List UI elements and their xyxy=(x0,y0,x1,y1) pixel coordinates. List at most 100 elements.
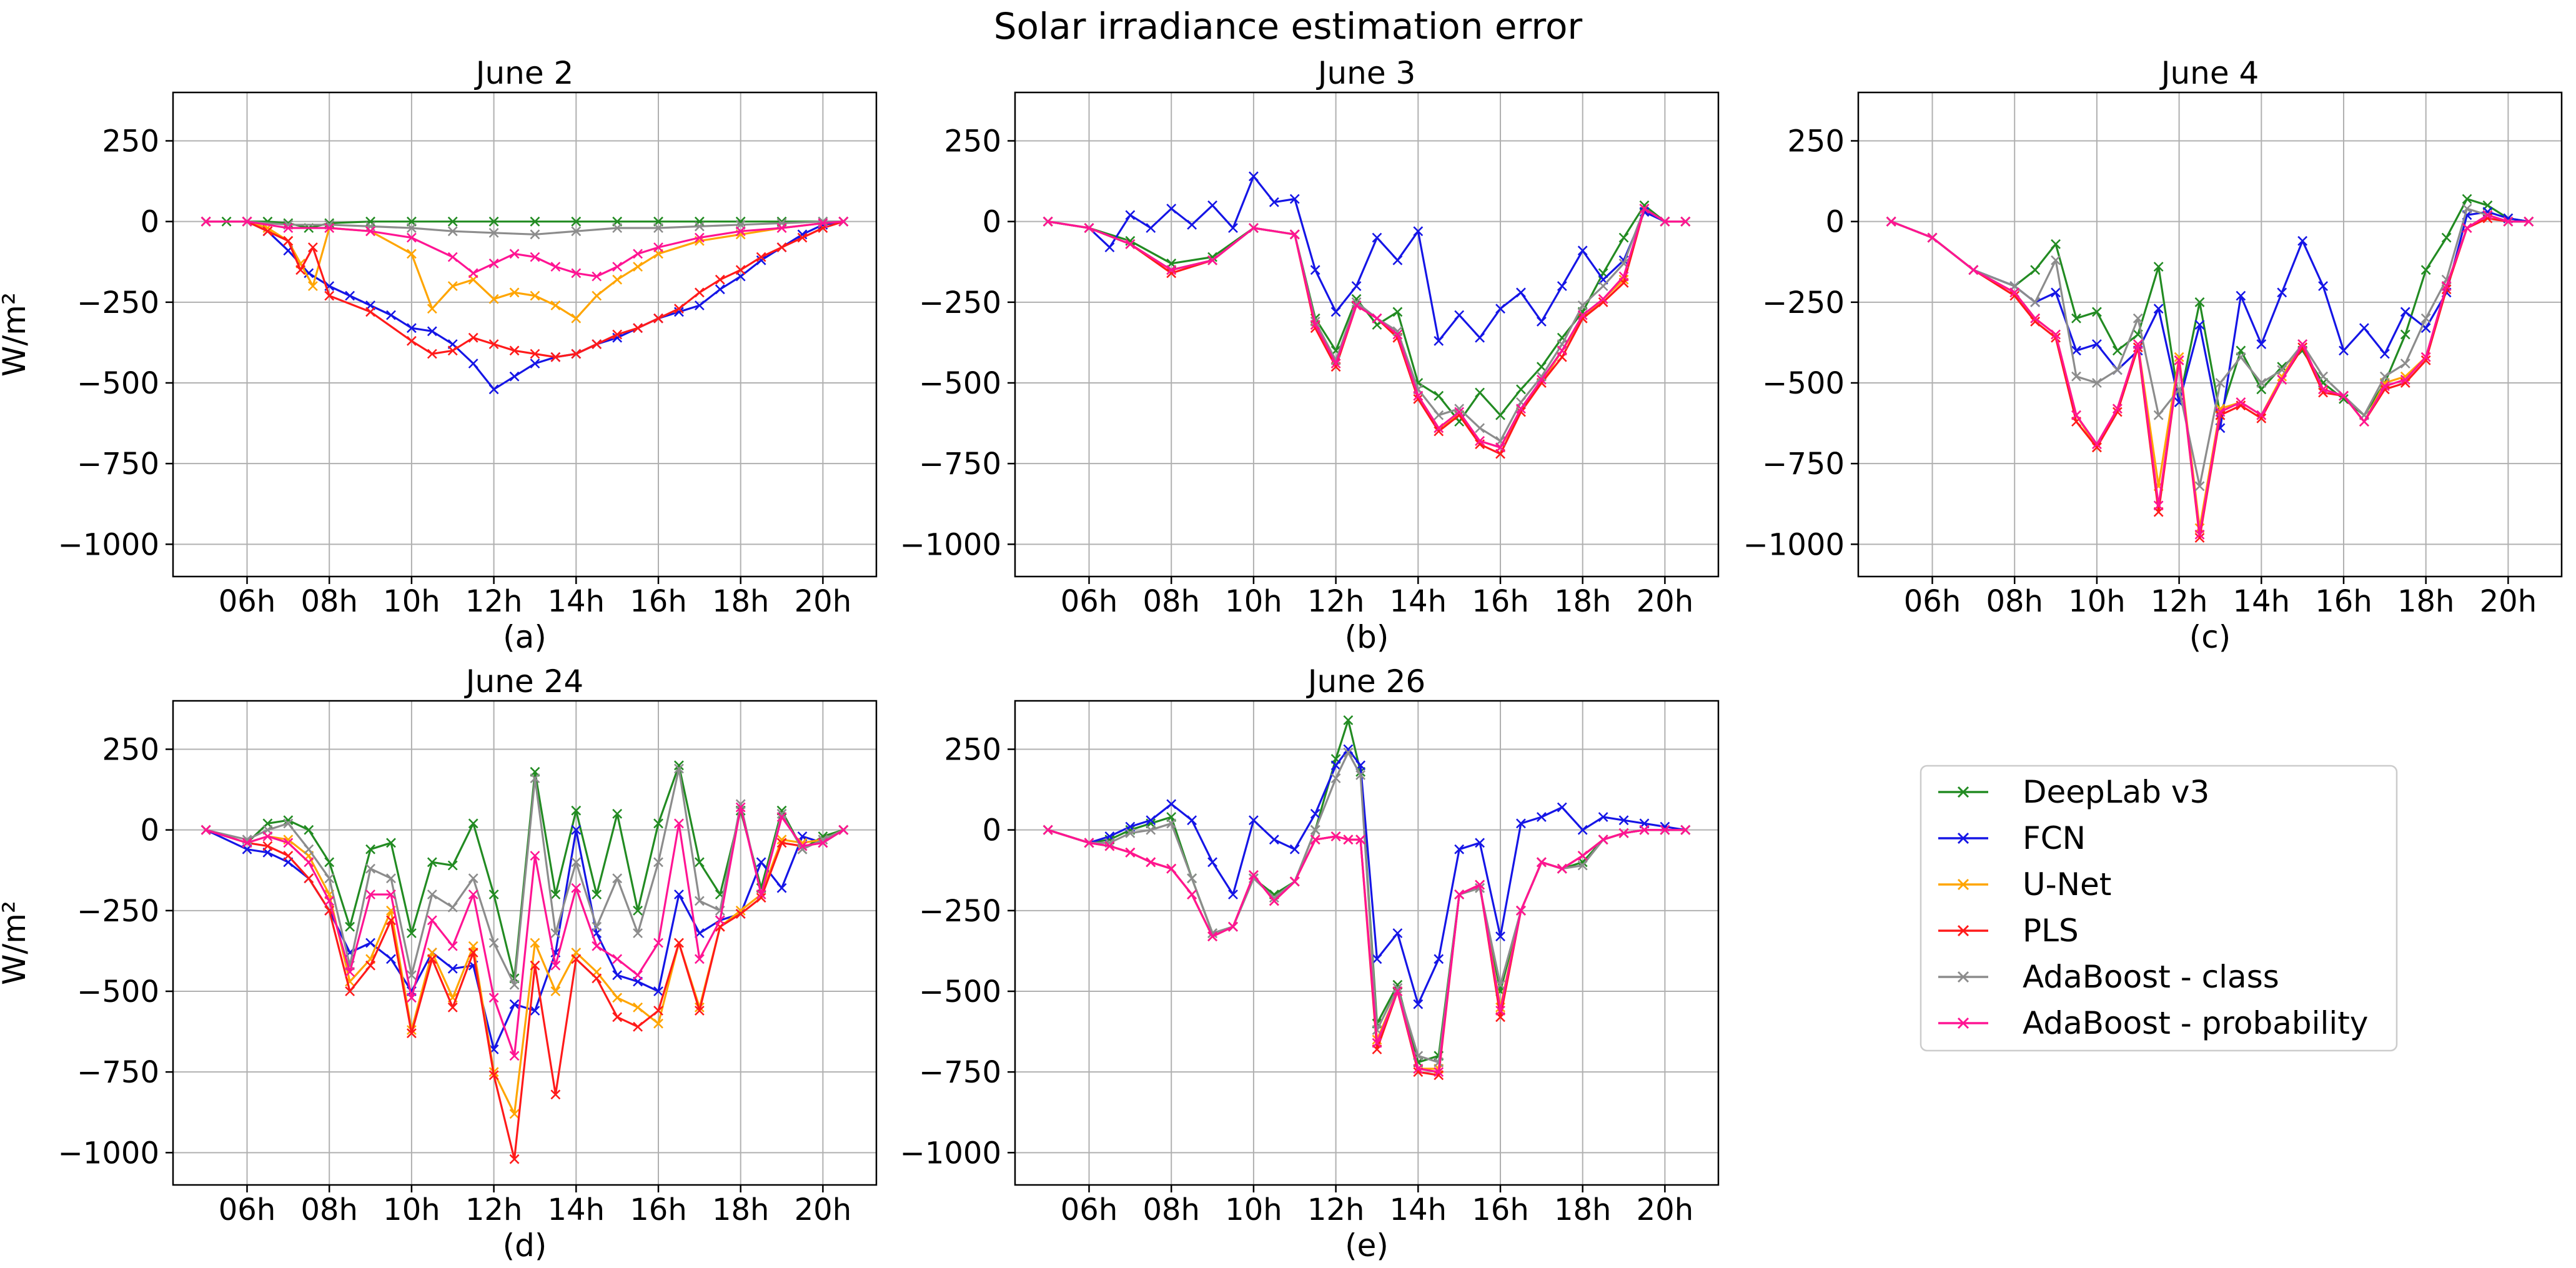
plot-frame xyxy=(172,700,878,1186)
x-tick-label: 08h xyxy=(300,584,358,619)
data-point-adaboost-probability xyxy=(283,838,294,848)
y-tick-label: 0 xyxy=(140,205,159,240)
data-point-adaboost-probability xyxy=(427,915,437,926)
data-point-fcn xyxy=(1536,812,1547,822)
y-tick-label: −250 xyxy=(919,894,1001,929)
data-point-deeplab-v3 xyxy=(1392,307,1403,317)
data-point-pls xyxy=(735,909,746,919)
data-point-pls xyxy=(674,938,684,948)
data-point-adaboost-probability xyxy=(1084,223,1094,233)
data-point-deeplab-v3 xyxy=(1536,362,1547,372)
data-point-deeplab-v3 xyxy=(2051,239,2061,249)
x-tick-label: 12h xyxy=(465,1192,523,1227)
data-point-adaboost-class xyxy=(612,223,623,233)
data-point-fcn xyxy=(674,889,684,899)
x-tick-label: 08h xyxy=(1142,584,1200,619)
data-point-adaboost-probability xyxy=(345,967,355,977)
data-point-adaboost-probability xyxy=(818,218,828,229)
data-point-adaboost-probability xyxy=(2277,374,2287,385)
data-point-adaboost-probability xyxy=(1310,835,1320,845)
data-point-pls xyxy=(1434,426,1444,437)
x-tick-label: 18h xyxy=(712,1192,770,1227)
data-point-adaboost-class xyxy=(592,921,602,932)
panel-caption: (a) xyxy=(503,619,547,655)
data-point-fcn xyxy=(1310,265,1320,275)
data-point-fcn xyxy=(447,963,458,974)
data-point-adaboost-probability xyxy=(818,838,828,848)
data-point-adaboost-class xyxy=(2194,481,2205,492)
data-point-fcn xyxy=(1249,815,1259,826)
data-point-adaboost-probability xyxy=(1228,921,1238,932)
data-point-pls xyxy=(345,986,355,996)
panel-caption: (e) xyxy=(1345,1227,1389,1264)
data-point-fcn xyxy=(571,825,582,835)
data-point-fcn xyxy=(2092,339,2102,349)
data-point-fcn xyxy=(2071,345,2081,356)
data-point-pls xyxy=(653,1006,663,1016)
panel-1: 06h 08h 10h 12h 14h 16h 18h 20h 250 0 −250 −500 −750… xyxy=(0,55,878,655)
data-point-pls xyxy=(674,304,684,314)
data-point-adaboost-class xyxy=(1310,825,1320,835)
x-tick-label: 12h xyxy=(465,584,523,619)
data-point-deeplab-v3 xyxy=(2071,313,2081,324)
x-tick-label: 14h xyxy=(2233,584,2291,619)
data-point-adaboost-class xyxy=(530,229,540,240)
data-point-deeplab-v3 xyxy=(324,857,335,868)
data-point-u-net xyxy=(447,281,458,291)
x-tick-label: 06h xyxy=(1061,1192,1118,1227)
y-axis-label: W/m² xyxy=(0,292,32,377)
data-point-pls xyxy=(2092,442,2102,453)
data-point-adaboost-probability xyxy=(838,216,849,227)
data-point-adaboost-class xyxy=(1372,1025,1382,1035)
data-point-adaboost-probability xyxy=(1249,223,1259,233)
data-point-adaboost-probability xyxy=(1968,265,1979,275)
data-point-adaboost-probability xyxy=(2133,339,2143,349)
data-point-fcn xyxy=(1434,335,1444,346)
data-point-fcn xyxy=(1475,332,1485,343)
data-point-fcn xyxy=(1392,928,1403,938)
plot-area xyxy=(1015,92,1718,577)
x-tick-label: 14h xyxy=(548,1192,605,1227)
legend-swatch-marker xyxy=(1957,878,1969,891)
data-point-adaboost-probability xyxy=(1434,1067,1444,1077)
legend-label: FCN xyxy=(2023,820,2086,856)
x-tick-label: 08h xyxy=(1986,584,2043,619)
data-point-adaboost-probability xyxy=(2482,210,2493,220)
data-point-adaboost-class xyxy=(2133,313,2143,324)
data-point-adaboost-probability xyxy=(1434,423,1444,433)
data-point-pls xyxy=(304,873,314,884)
data-point-adaboost-probability xyxy=(592,271,602,282)
data-point-pls xyxy=(571,954,582,964)
data-point-adaboost-probability xyxy=(488,258,499,269)
plot-frame xyxy=(1014,91,1720,578)
data-point-deeplab-v3 xyxy=(1475,387,1485,398)
data-point-adaboost-class xyxy=(2215,378,2226,388)
data-point-adaboost-probability xyxy=(653,938,663,948)
data-point-fcn xyxy=(1618,815,1629,826)
data-point-fcn xyxy=(2256,339,2267,349)
legend-item-deeplab-v3: DeepLab v3 xyxy=(1938,774,2209,810)
data-point-adaboost-probability xyxy=(797,841,808,851)
data-point-adaboost-class xyxy=(1577,860,1588,871)
data-point-deeplab-v3 xyxy=(653,818,663,829)
legend-label: AdaBoost - probability xyxy=(2023,1005,2368,1041)
data-point-pls xyxy=(262,226,273,237)
x-tick-label: 10h xyxy=(1225,1192,1282,1227)
data-point-u-net xyxy=(571,313,582,324)
data-point-pls xyxy=(756,893,766,903)
data-point-adaboost-class xyxy=(1166,818,1177,829)
data-point-adaboost-probability xyxy=(735,802,746,813)
data-point-fcn xyxy=(1166,799,1177,810)
data-point-adaboost-probability xyxy=(838,825,849,835)
data-point-adaboost-probability xyxy=(612,262,623,272)
legend-swatch-marker xyxy=(1957,786,1969,798)
data-point-pls xyxy=(2030,316,2041,327)
data-point-adaboost-probability xyxy=(550,262,561,272)
data-point-adaboost-probability xyxy=(1557,863,1567,874)
data-point-adaboost-class xyxy=(1343,747,1354,758)
data-point-fcn xyxy=(1392,255,1403,265)
data-point-adaboost-class xyxy=(2379,371,2390,382)
data-point-fcn xyxy=(345,290,355,301)
data-point-adaboost-class xyxy=(2400,359,2410,369)
data-point-adaboost-probability xyxy=(633,970,643,981)
